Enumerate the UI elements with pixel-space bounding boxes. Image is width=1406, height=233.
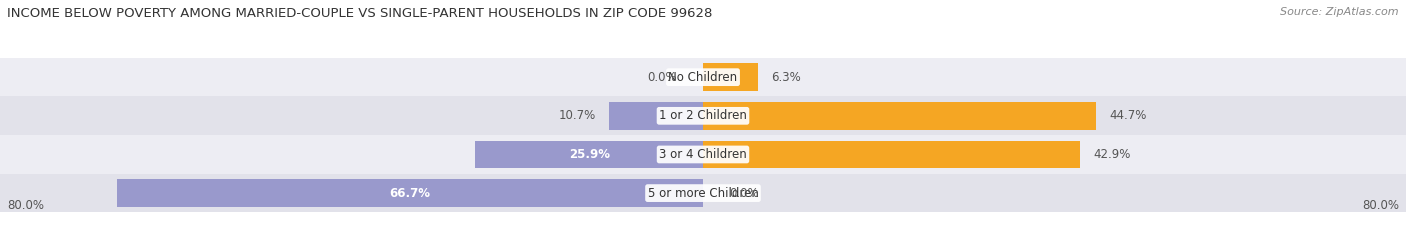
Text: 80.0%: 80.0% (7, 199, 44, 212)
Bar (703, 102, 1095, 130)
Text: 25.9%: 25.9% (568, 148, 610, 161)
Text: 5 or more Children: 5 or more Children (648, 187, 758, 200)
Text: 3 or 4 Children: 3 or 4 Children (659, 148, 747, 161)
Bar (609, 102, 703, 130)
Bar (0, 174, 1406, 212)
Text: 66.7%: 66.7% (389, 187, 430, 200)
Text: 0.0%: 0.0% (647, 71, 676, 84)
Text: 1 or 2 Children: 1 or 2 Children (659, 109, 747, 122)
Bar (0, 135, 1406, 174)
Text: No Children: No Children (668, 71, 738, 84)
Text: 0.0%: 0.0% (730, 187, 759, 200)
Bar (703, 63, 758, 91)
Bar (703, 140, 1080, 168)
Bar (117, 179, 703, 207)
Bar (475, 140, 703, 168)
Text: INCOME BELOW POVERTY AMONG MARRIED-COUPLE VS SINGLE-PARENT HOUSEHOLDS IN ZIP COD: INCOME BELOW POVERTY AMONG MARRIED-COUPL… (7, 7, 713, 20)
Text: 10.7%: 10.7% (558, 109, 596, 122)
Text: 44.7%: 44.7% (1109, 109, 1146, 122)
Text: Source: ZipAtlas.com: Source: ZipAtlas.com (1281, 7, 1399, 17)
Text: 80.0%: 80.0% (1362, 199, 1399, 212)
Text: 6.3%: 6.3% (772, 71, 801, 84)
Bar (0, 96, 1406, 135)
Bar (0, 58, 1406, 96)
Text: 42.9%: 42.9% (1094, 148, 1130, 161)
